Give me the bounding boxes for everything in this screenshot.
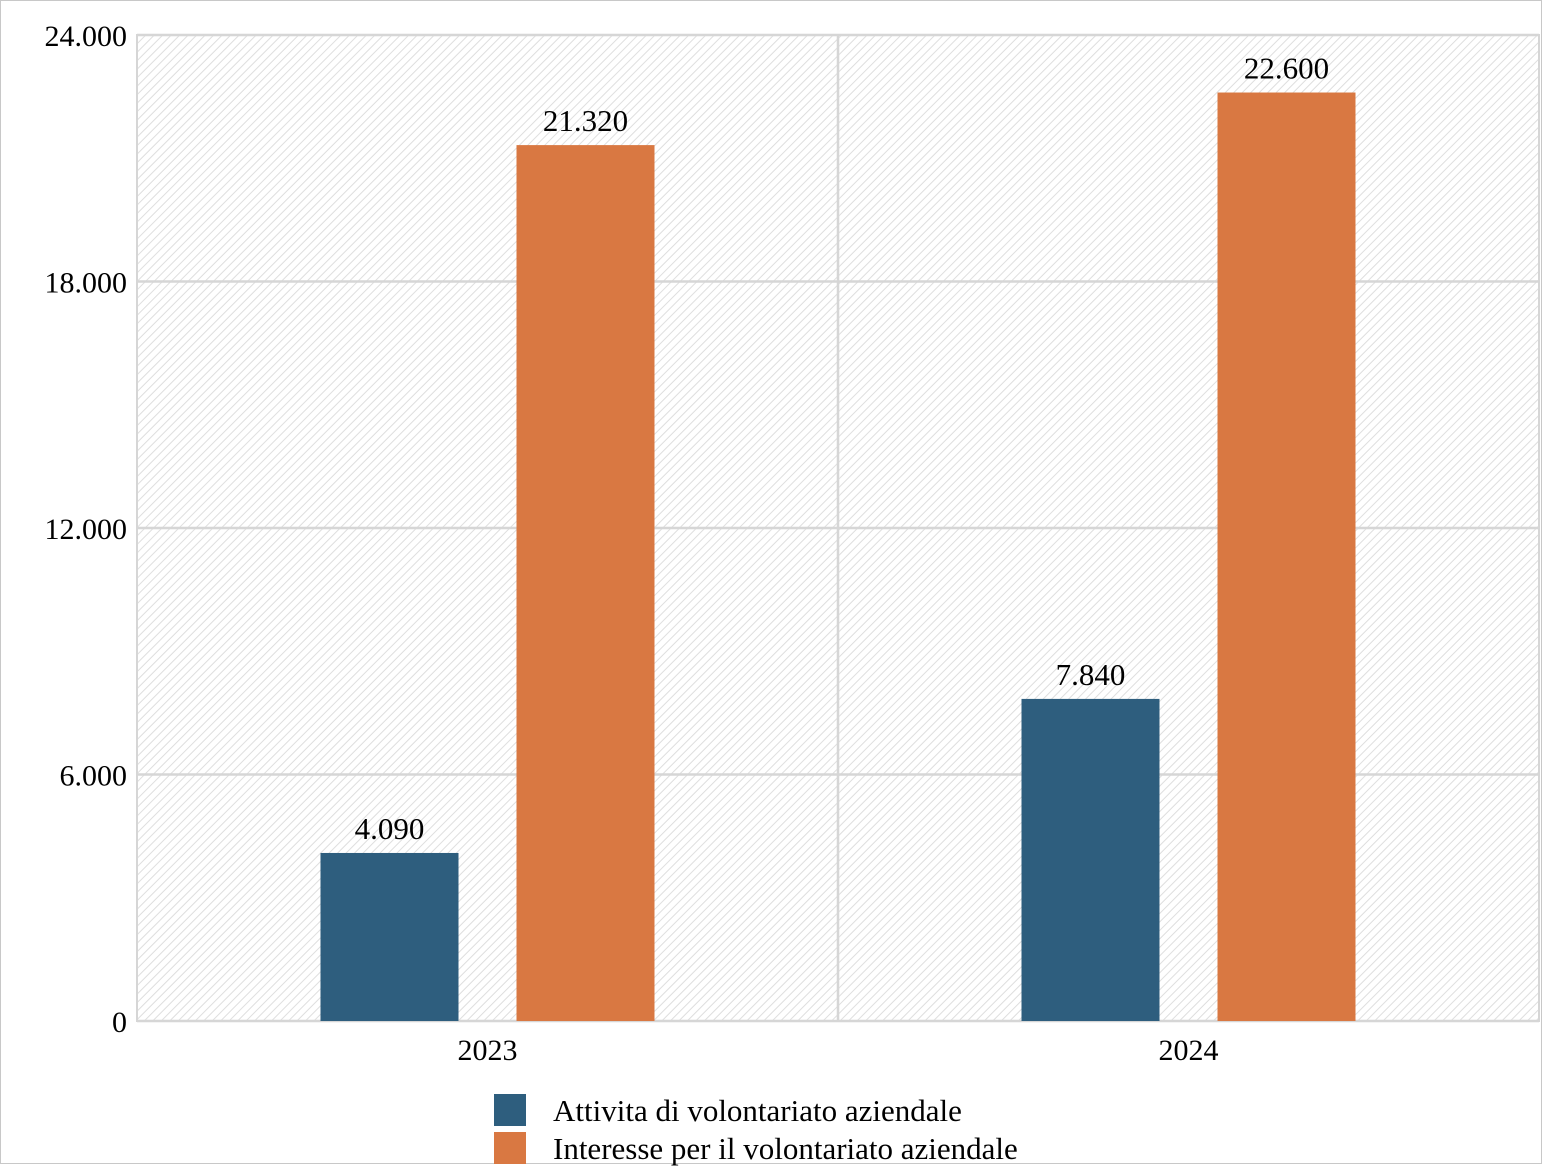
y-tick-label: 12.000: [45, 513, 128, 546]
legend-swatch: [494, 1094, 526, 1126]
data-label: 7.840: [1056, 657, 1126, 692]
legend-label: Interesse per il volontariato aziendale: [553, 1131, 1018, 1166]
y-tick-label: 0: [112, 1006, 127, 1039]
x-tick-label: 2023: [458, 1034, 518, 1067]
x-tick-label: 2024: [1159, 1034, 1219, 1067]
bar-2023-series-2: [516, 145, 655, 1021]
x-axis-ticks: 2023 2024: [458, 1034, 1219, 1067]
y-tick-label: 6.000: [60, 760, 128, 793]
data-label: 21.320: [543, 103, 628, 138]
legend-swatch: [494, 1132, 526, 1164]
bars: [320, 92, 1356, 1022]
data-labels: 4.090 21.320 7.840 22.600: [355, 51, 1330, 846]
bar-2024-series-2: [1217, 92, 1356, 1022]
y-axis-ticks: 0 6.000 12.000 18.000 24.000: [45, 20, 128, 1039]
data-label: 22.600: [1244, 51, 1329, 86]
bar-2024-series-1: [1021, 698, 1160, 1021]
bar-2023-series-1: [320, 852, 459, 1021]
legend: Attivita di volontariato aziendaleIntere…: [494, 1093, 1018, 1166]
data-label: 4.090: [355, 811, 425, 846]
y-tick-label: 18.000: [45, 267, 128, 300]
y-tick-label: 24.000: [45, 20, 128, 53]
legend-label: Attivita di volontariato aziendale: [553, 1093, 962, 1128]
